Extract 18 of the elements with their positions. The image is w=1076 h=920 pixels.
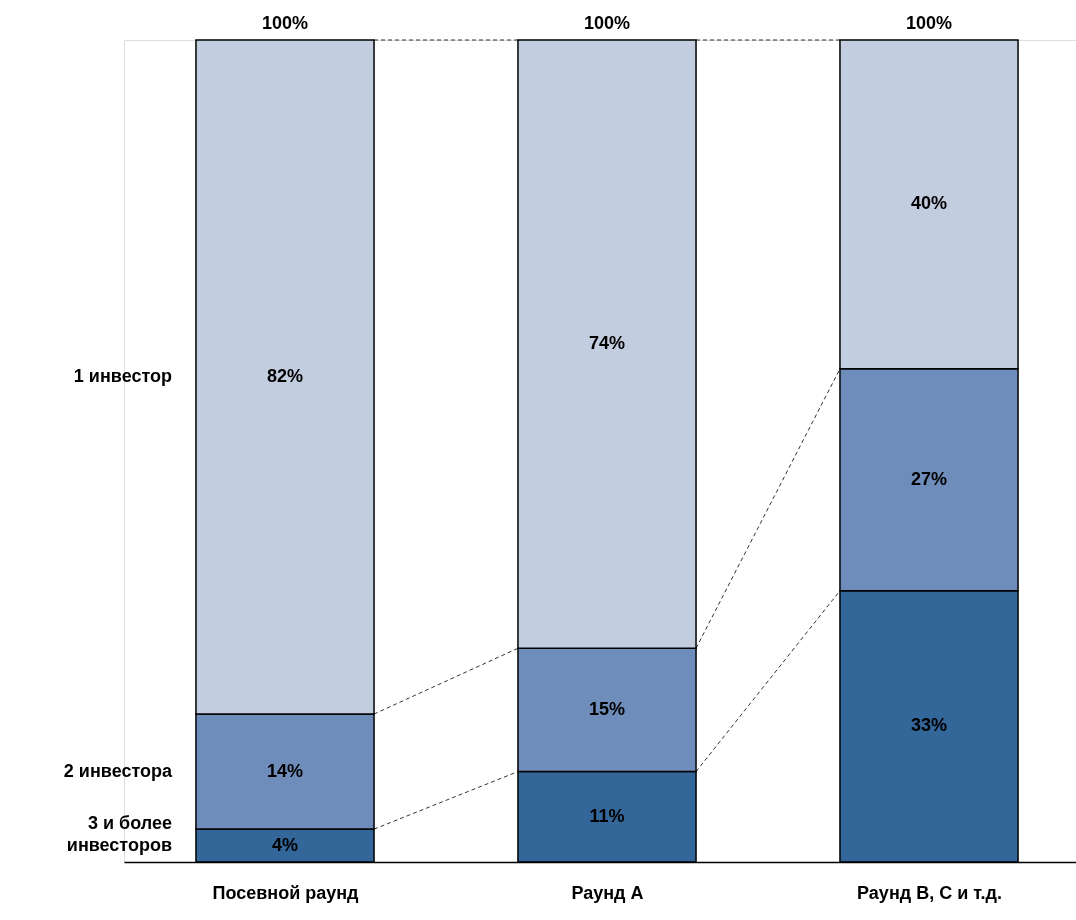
series-label: 2 инвестора: [63, 760, 173, 781]
data-label: 74%: [588, 333, 626, 354]
data-label: 82%: [266, 366, 304, 387]
total-label: 100%: [583, 13, 631, 33]
data-label: 4%: [271, 834, 299, 855]
data-label: 40%: [910, 193, 948, 214]
data-label: 11%: [589, 805, 625, 826]
data-label: 27%: [910, 468, 948, 489]
x-tick-label: Раунд B, C и т.д.: [857, 882, 1002, 903]
x-tick-label: Посевной раунд: [212, 882, 360, 903]
data-label: 15%: [588, 698, 626, 719]
series-label: 3 и более инвесторов: [66, 812, 172, 855]
total-label: 100%: [261, 13, 309, 33]
x-tick-label: Раунд A: [571, 882, 644, 903]
series-label: 1 инвестор: [73, 366, 172, 387]
data-label: 14%: [266, 760, 304, 781]
total-label: 100%: [905, 13, 953, 33]
data-label: 33%: [910, 715, 948, 736]
